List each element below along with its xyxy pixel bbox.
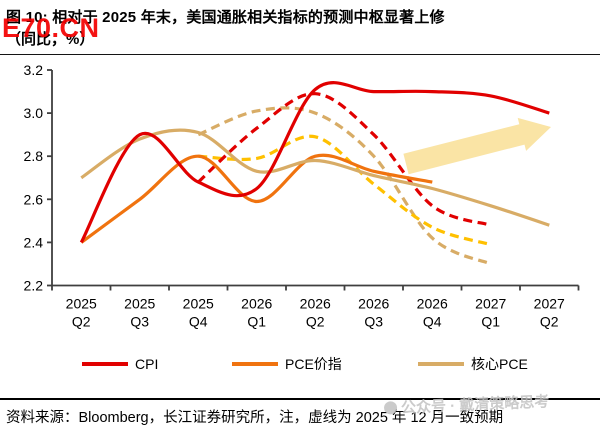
axis-tick-labels: 2.2 2.4 2.6 2.8 3.0 3.2 2025 Q2 2025 Q3 2025 Q4 2026… bbox=[24, 62, 565, 330]
svg-text:2026: 2026 bbox=[417, 296, 448, 312]
svg-text:2027: 2027 bbox=[475, 296, 506, 312]
svg-text:Q4: Q4 bbox=[189, 314, 208, 330]
series-PCE价指 bbox=[80, 153, 433, 244]
svg-text:Q2: Q2 bbox=[540, 314, 559, 330]
site-watermark: E70.CN bbox=[2, 13, 100, 43]
svg-text:2027: 2027 bbox=[534, 296, 565, 312]
svg-text:2026: 2026 bbox=[241, 296, 272, 312]
svg-text:2025: 2025 bbox=[183, 296, 214, 312]
upward-revision-arrow bbox=[403, 117, 551, 175]
legend-label-core-pce: 核心PCE bbox=[471, 356, 528, 372]
svg-text:3.2: 3.2 bbox=[24, 62, 44, 78]
legend-label-pce: PCE价指 bbox=[285, 356, 342, 372]
figure-title: 图 10: 相对于 2025 年末，美国通胀相关指标的预测中枢显著上修 （同比，… bbox=[6, 7, 586, 51]
series-CPI bbox=[79, 81, 550, 244]
svg-text:2025: 2025 bbox=[66, 296, 97, 312]
cpi-line-swatch bbox=[82, 362, 128, 366]
source-note: 资料来源：Bloomberg，长江证券研究所，注，虚线为 2025 年 12 月… bbox=[6, 410, 504, 426]
footer-separator bbox=[0, 398, 600, 400]
chart-legend: CPI PCE价指 核心PCE bbox=[0, 355, 600, 375]
svg-text:2.6: 2.6 bbox=[24, 191, 44, 207]
legend-item-core-pce: 核心PCE bbox=[418, 355, 528, 373]
svg-text:Q2: Q2 bbox=[72, 314, 91, 330]
svg-text:Q3: Q3 bbox=[130, 314, 149, 330]
svg-text:2026: 2026 bbox=[300, 296, 331, 312]
svg-text:2026: 2026 bbox=[358, 296, 389, 312]
svg-text:2.8: 2.8 bbox=[24, 148, 44, 164]
figure-title-line2: （同比，%） bbox=[6, 31, 95, 48]
series-CPI 虚线(2025年12月一致预期) bbox=[197, 92, 492, 227]
figure-title-line1: 图 10: 相对于 2025 年末，美国通胀相关指标的预测中枢显著上修 bbox=[6, 9, 445, 26]
svg-text:3.0: 3.0 bbox=[24, 105, 44, 121]
title-separator bbox=[0, 54, 600, 55]
svg-text:Q4: Q4 bbox=[423, 314, 442, 330]
wechat-icon bbox=[383, 401, 398, 415]
svg-text:Q1: Q1 bbox=[247, 314, 266, 330]
series-核心PCE 虚线(2025年12月一致预期) bbox=[197, 106, 492, 266]
pce-line-swatch bbox=[232, 362, 278, 366]
svg-text:2.2: 2.2 bbox=[24, 278, 44, 294]
legend-item-cpi: CPI bbox=[82, 355, 158, 373]
svg-text:Q1: Q1 bbox=[481, 314, 500, 330]
axes bbox=[47, 69, 580, 291]
svg-text:Q3: Q3 bbox=[364, 314, 383, 330]
legend-label-cpi: CPI bbox=[135, 356, 159, 372]
legend-item-pce: PCE价指 bbox=[232, 355, 342, 373]
svg-text:Q2: Q2 bbox=[306, 314, 325, 330]
svg-text:2025: 2025 bbox=[124, 296, 155, 312]
svg-text:2.4: 2.4 bbox=[24, 234, 44, 250]
core-pce-line-swatch bbox=[418, 362, 464, 366]
